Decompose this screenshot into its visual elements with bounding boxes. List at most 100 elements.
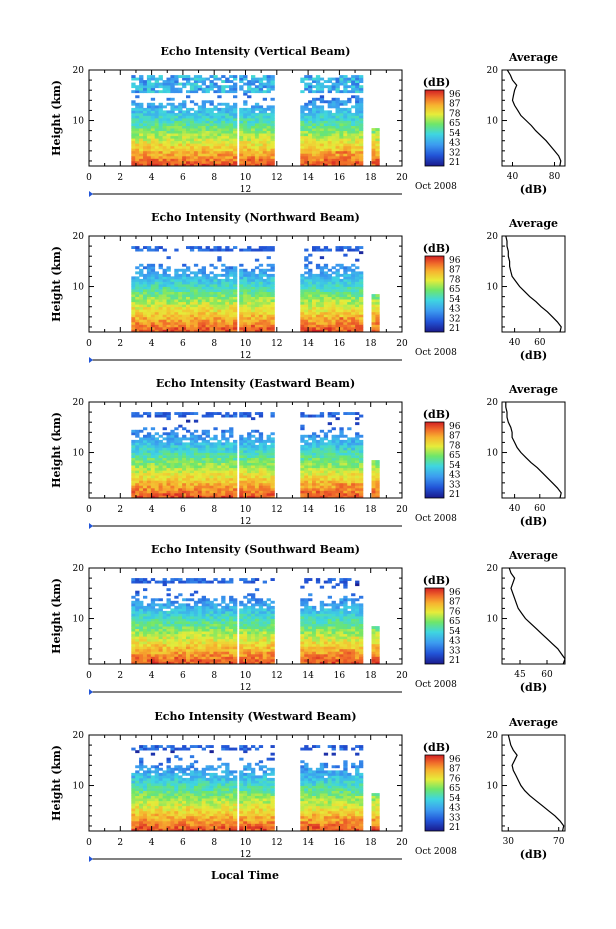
- heatmap-cell: [339, 123, 344, 126]
- heatmap-cell: [254, 490, 260, 494]
- colorbar-tick-label: 54: [449, 461, 461, 471]
- date-sublabel: 12: [240, 351, 251, 361]
- heatmap-cell: [205, 482, 210, 486]
- heatmap-cell: [150, 329, 156, 333]
- heatmap-cell: [209, 442, 214, 446]
- heatmap-cell: [131, 246, 136, 249]
- heatmap-cell: [158, 102, 163, 106]
- heatmap-cell: [174, 80, 179, 83]
- heatmap-cell: [355, 299, 360, 303]
- heatmap-cell: [162, 651, 167, 655]
- heatmap-cell: [150, 118, 156, 121]
- heatmap-cell: [139, 314, 144, 318]
- heatmap-cell: [135, 145, 140, 149]
- heatmap-cell: [300, 477, 305, 481]
- heatmap-cell: [243, 321, 248, 325]
- heatmap-cell: [300, 480, 305, 484]
- heatmap-cell: [201, 273, 206, 277]
- heatmap-cell: [359, 112, 364, 116]
- heatmap-cell: [193, 437, 199, 441]
- heatmap-cell: [146, 306, 152, 310]
- heatmap-cell: [323, 656, 329, 660]
- heatmap-cell: [205, 153, 210, 157]
- heatmap-cell: [178, 485, 183, 489]
- heatmap-cell: [197, 316, 203, 320]
- heatmap-cell: [270, 130, 275, 134]
- heatmap-cell: [213, 437, 218, 441]
- heatmap-cell: [193, 276, 199, 280]
- heatmap-cell: [186, 276, 191, 280]
- x-tick-label: 2: [117, 505, 123, 515]
- heatmap-cell: [182, 455, 187, 458]
- heatmap-cell: [270, 487, 275, 491]
- heatmap-cell: [315, 125, 321, 129]
- heatmap-cell: [178, 123, 183, 126]
- heatmap-cell: [201, 80, 206, 83]
- heatmap-cell: [254, 309, 260, 313]
- heatmap-cell: [347, 80, 352, 83]
- heatmap-cell: [182, 472, 187, 476]
- heatmap-cell: [150, 434, 156, 438]
- heatmap-cell: [158, 487, 163, 491]
- heatmap-cell: [150, 467, 156, 471]
- heatmap-cell: [221, 158, 226, 162]
- heatmap-cell: [359, 296, 364, 300]
- heatmap-cell: [178, 653, 183, 657]
- heatmap-cell: [351, 278, 356, 282]
- heatmap-cell: [319, 276, 325, 280]
- heatmap-cell: [131, 656, 136, 660]
- heatmap-cell: [201, 429, 206, 433]
- heatmap-cell: [186, 148, 191, 152]
- heatmap-cell: [174, 107, 179, 111]
- heatmap-cell: [174, 150, 179, 154]
- heatmap-cell: [135, 444, 140, 448]
- heatmap-cell: [174, 163, 179, 167]
- heatmap-cell: [166, 268, 171, 272]
- heatmap-cell: [359, 480, 364, 484]
- heatmap-cell: [146, 110, 152, 114]
- heatmap-cell: [131, 90, 136, 94]
- heatmap-cell: [221, 452, 226, 456]
- heatmap-cell: [233, 246, 238, 249]
- heatmap-cell: [201, 90, 206, 94]
- heatmap-cell: [331, 319, 336, 323]
- heatmap-cell: [312, 656, 317, 660]
- heatmap-cell: [359, 326, 364, 330]
- heatmap-cell: [178, 125, 183, 129]
- heatmap-cell: [205, 112, 210, 116]
- heatmap-cell: [312, 286, 317, 290]
- heatmap-cell: [146, 281, 152, 285]
- heatmap-cell: [343, 281, 348, 285]
- heatmap-cell: [258, 133, 264, 137]
- heatmap-cell: [166, 661, 171, 665]
- heatmap-cell: [308, 656, 313, 660]
- heatmap-cell: [251, 457, 256, 461]
- heatmap-cell: [331, 324, 336, 328]
- heatmap-cell: [351, 658, 356, 662]
- heatmap-cell: [300, 158, 305, 162]
- heatmap-cell: [335, 304, 340, 308]
- heatmap-cell: [251, 321, 256, 325]
- heatmap-cell: [233, 289, 238, 292]
- heatmap-cell: [323, 653, 329, 657]
- heatmap-cell: [186, 314, 191, 318]
- heatmap-cell: [182, 319, 187, 323]
- heatmap-cell: [339, 278, 344, 282]
- heatmap-cell: [300, 155, 305, 159]
- heatmap-cell: [225, 266, 230, 270]
- heatmap-cell: [266, 480, 271, 484]
- heatmap-cell: [258, 273, 264, 277]
- heatmap-cell: [197, 314, 203, 318]
- heatmap-cell: [135, 158, 140, 162]
- heatmap-cell: [304, 656, 309, 660]
- heatmap-cell: [371, 460, 376, 463]
- heatmap-cell: [139, 299, 144, 303]
- heatmap-cell: [355, 455, 360, 458]
- heatmap-cell: [182, 128, 187, 131]
- heatmap-cell: [197, 299, 203, 303]
- heatmap-cell: [139, 455, 144, 458]
- heatmap-cell: [174, 450, 179, 453]
- heatmap-cell: [154, 130, 159, 134]
- heatmap-cell: [189, 286, 195, 290]
- heatmap-cell: [327, 158, 332, 162]
